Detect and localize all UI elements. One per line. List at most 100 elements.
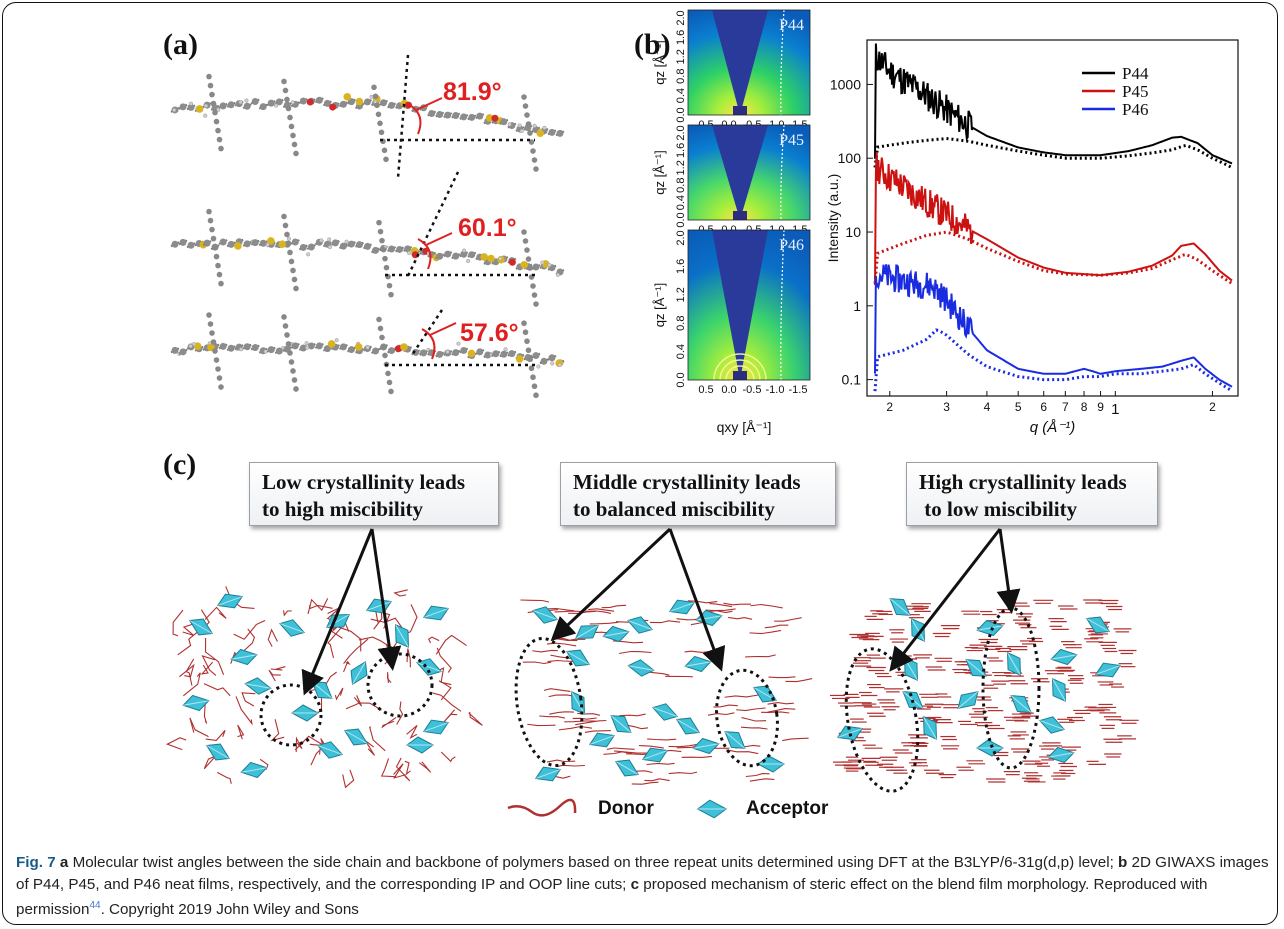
- donor-chain: [429, 637, 439, 643]
- donor-chain: [271, 667, 286, 671]
- donor-chain: [547, 760, 575, 762]
- donor-chain: [768, 703, 794, 705]
- donor-chain: [419, 762, 430, 773]
- donor-chain: [669, 772, 697, 773]
- donor-chain: [186, 659, 194, 686]
- donor-chain: [590, 622, 618, 624]
- donor-chain: [644, 779, 669, 781]
- donor-chain: [647, 739, 676, 740]
- donor-chain: [750, 779, 774, 781]
- donor-chain: [726, 750, 758, 754]
- donor-chain: [706, 609, 736, 611]
- donor-chain: [602, 605, 626, 607]
- donor-chain: [469, 712, 483, 725]
- donor-chain: [782, 738, 808, 740]
- donor-chain: [234, 621, 265, 640]
- donor-chain: [785, 679, 812, 682]
- donor-chain: [397, 702, 403, 725]
- caption-reference: 44: [89, 900, 100, 911]
- morphology-drawing: [0, 0, 1284, 830]
- donor-chain: [335, 688, 343, 699]
- donor-chain: [284, 610, 292, 615]
- donor-chain: [548, 661, 575, 662]
- donor-chain: [394, 764, 406, 778]
- donor-chain: [685, 651, 713, 652]
- donor-chain: [745, 655, 776, 657]
- donor-chain: [520, 600, 548, 602]
- donor-chain: [746, 774, 770, 777]
- donor-chain: [708, 713, 734, 715]
- donor-chain: [585, 731, 611, 733]
- donor-chain: [269, 670, 281, 681]
- donor-chain: [559, 727, 592, 730]
- donor-chain: [436, 635, 466, 654]
- donor-chain: [407, 649, 410, 668]
- donor-chain: [555, 611, 584, 612]
- donor-chain: [388, 672, 391, 683]
- donor-chain: [741, 727, 767, 729]
- donor-chain: [539, 716, 565, 718]
- donor-chain: [395, 590, 408, 596]
- donor-chain: [407, 725, 418, 737]
- donor-chain: [237, 725, 243, 739]
- donor-chain: [272, 719, 284, 740]
- donor-chain: [527, 724, 555, 725]
- donor-chain: [206, 730, 225, 740]
- donor-chain: [311, 751, 319, 766]
- donor-chain: [268, 630, 277, 647]
- legend-acceptor-label: Acceptor: [746, 798, 828, 820]
- caption-b-label: b: [1118, 854, 1127, 871]
- donor-chain: [765, 625, 788, 628]
- donor-chain: [204, 684, 230, 696]
- pointer-arrow: [893, 529, 1000, 667]
- donor-chain: [382, 717, 396, 727]
- donor-chain: [682, 756, 712, 757]
- donor-chain: [206, 638, 224, 675]
- donor-chain: [558, 639, 585, 641]
- donor-chain: [619, 652, 651, 654]
- caption-tail: . Copyright 2019 John Wiley and Sons: [101, 901, 359, 918]
- legend-donor-symbol: [508, 800, 575, 815]
- donor-chain: [736, 708, 765, 711]
- caption-fig-number: Fig. 7: [16, 854, 56, 871]
- donor-chain: [650, 621, 680, 623]
- donor-chain: [607, 748, 635, 749]
- donor-chain: [370, 727, 386, 751]
- pointer-arrow: [555, 529, 670, 637]
- donor-chain: [728, 617, 752, 619]
- donor-chain: [750, 630, 782, 633]
- donor-chain: [750, 605, 782, 608]
- donor-chain: [343, 770, 354, 788]
- donor-chain: [549, 712, 574, 714]
- pointer-arrow: [670, 529, 720, 666]
- donor-chain: [236, 696, 252, 723]
- dotted-ellipse: [711, 666, 784, 769]
- donor-chain: [344, 639, 368, 663]
- donor-chain: [242, 693, 255, 706]
- donor-chain: [547, 643, 576, 646]
- middle-crystallinity-morphology: [508, 595, 812, 786]
- donor-chain: [647, 763, 675, 764]
- donor-chain: [573, 718, 597, 719]
- donor-chain: [619, 714, 645, 716]
- caption-c-label: c: [631, 876, 639, 893]
- donor-chain: [433, 693, 461, 711]
- caption-a-text: Molecular twist angles between the side …: [68, 854, 1118, 871]
- high-crystallinity-morphology: [830, 593, 1139, 797]
- donor-chain: [308, 598, 328, 614]
- donor-chain: [217, 772, 231, 783]
- donor-chain: [173, 610, 183, 636]
- donor-chain: [544, 689, 570, 692]
- donor-chain: [167, 738, 186, 750]
- donor-chain: [725, 695, 759, 697]
- donor-chain: [723, 603, 751, 605]
- low-crystallinity-morphology: [167, 586, 482, 787]
- donor-chain: [669, 744, 698, 746]
- legend-donor-label: Donor: [598, 798, 654, 820]
- donor-chain: [768, 677, 795, 678]
- donor-chain: [405, 761, 411, 774]
- donor-chain: [204, 703, 206, 723]
- donor-chain: [632, 782, 659, 784]
- pointer-arrow: [1000, 529, 1011, 608]
- donor-chain: [523, 662, 551, 664]
